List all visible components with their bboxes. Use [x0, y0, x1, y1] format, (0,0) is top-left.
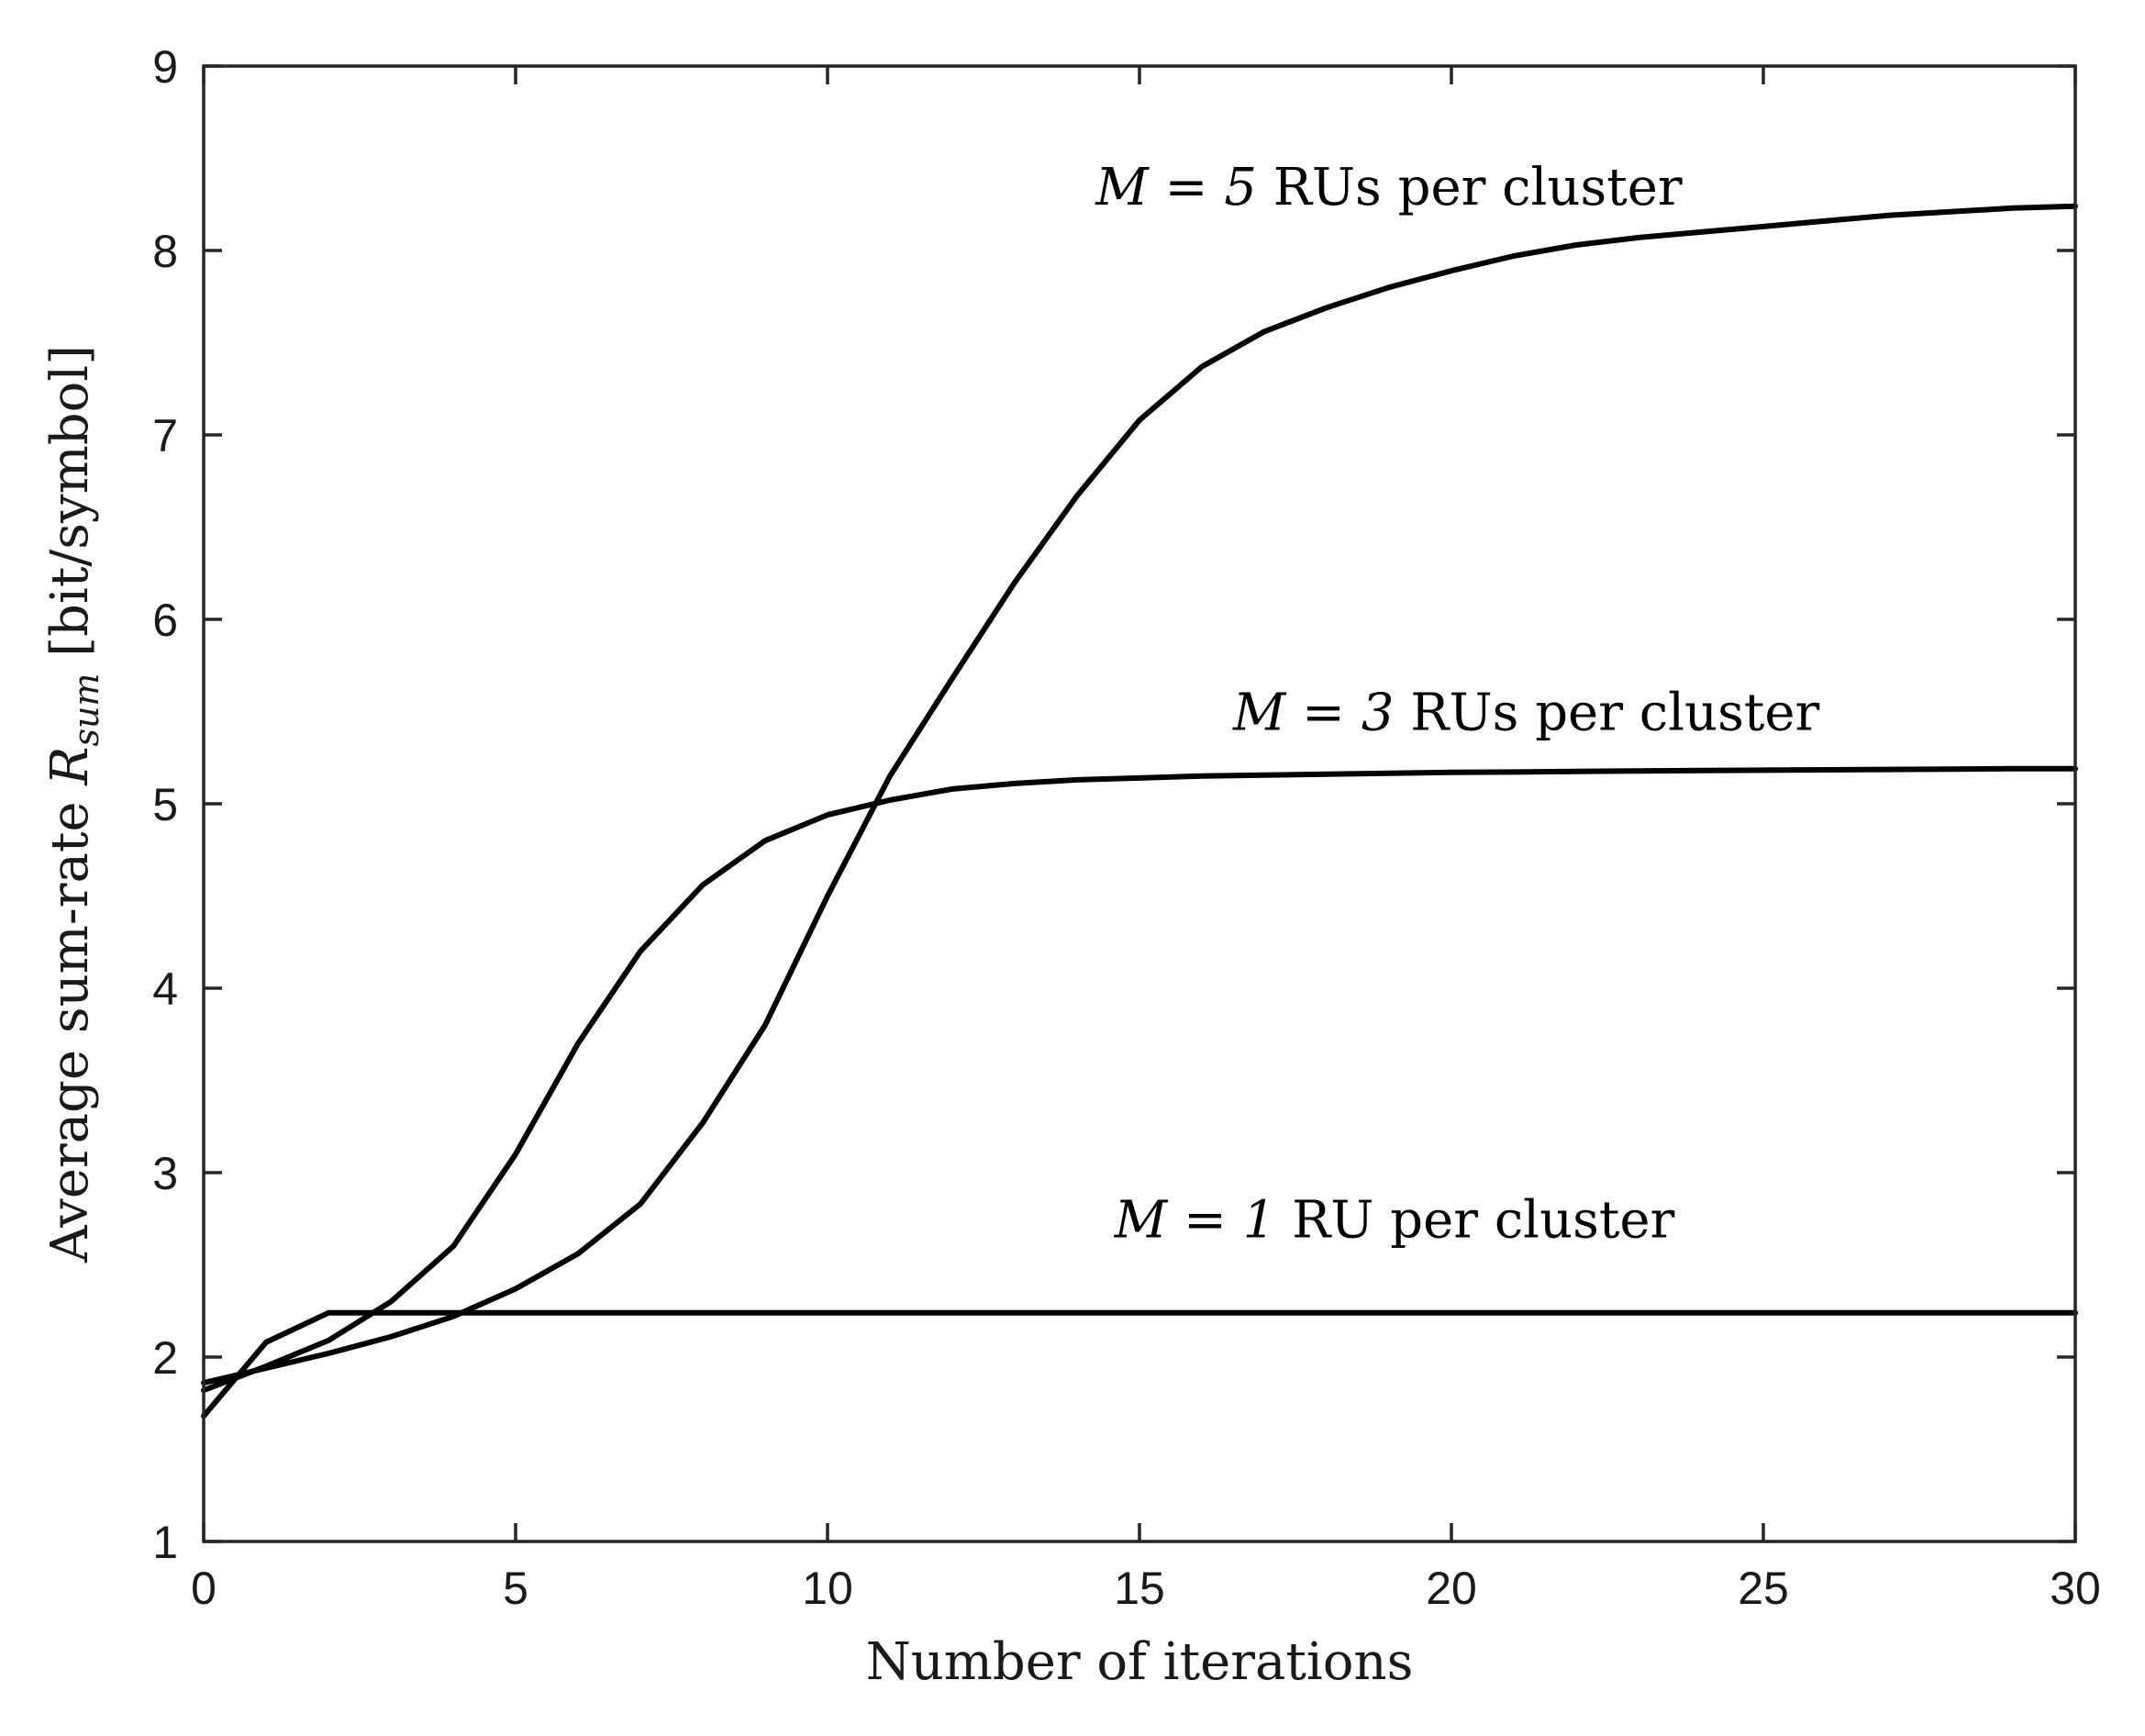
- y-tick-label: 4: [152, 963, 178, 1015]
- y-title-symbol: R: [40, 747, 100, 786]
- x-tick-label: 0: [191, 1563, 217, 1614]
- y-tick-label: 1: [152, 1517, 178, 1568]
- annotation-text: RUs per cluster: [1395, 684, 1820, 743]
- x-tick-label: 25: [1738, 1563, 1789, 1614]
- y-tick-label: 9: [152, 41, 178, 93]
- series-lines: [201, 203, 2078, 1419]
- x-tick-label: 10: [802, 1563, 853, 1614]
- x-tick-label: 20: [1426, 1563, 1477, 1614]
- y-title-subscript: sum: [66, 673, 106, 747]
- y-tick-label: 3: [152, 1148, 178, 1199]
- y-tick-label: 6: [152, 595, 178, 646]
- curve-annotation: M = 5 RUs per cluster: [1095, 158, 1682, 217]
- annotation-text: RU per cluster: [1275, 1190, 1674, 1250]
- x-tick-label: 30: [2050, 1563, 2101, 1614]
- y-title-prefix: Average sum-rate: [40, 785, 100, 1263]
- y-tick-label: 5: [152, 779, 178, 830]
- series-line-1: [201, 1309, 2078, 1419]
- tick-labels: 0 5 10 15 20 25 30 1 2 3 4 5 6 7 8 9: [152, 41, 2101, 1614]
- y-tick-label: 7: [152, 410, 178, 462]
- series-line-3: [201, 203, 2078, 1386]
- plot-area-frame: [202, 64, 2077, 1543]
- y-title-suffix: [bit/symbol]: [40, 345, 100, 673]
- curve-annotation: M = 1 RU per cluster: [1114, 1190, 1675, 1250]
- annotation-math: M = 5: [1095, 158, 1257, 217]
- x-axis-title: Number of iterations: [866, 1632, 1414, 1692]
- x-tick-label: 15: [1114, 1563, 1165, 1614]
- curve-annotation: M = 3 RUs per cluster: [1232, 684, 1819, 743]
- y-tick-label: 8: [152, 226, 178, 277]
- annotation-math: M = 1: [1114, 1190, 1276, 1250]
- y-axis-title: Average sum-rate Rsum [bit/symbol]: [40, 345, 106, 1263]
- annotation-text: RUs per cluster: [1257, 158, 1683, 217]
- x-tick-label: 5: [503, 1563, 528, 1614]
- y-tick-label: 2: [152, 1332, 178, 1384]
- annotation-math: M = 3: [1232, 684, 1395, 743]
- series-line-2: [201, 765, 2078, 1394]
- axis-ticks: [202, 64, 2077, 1543]
